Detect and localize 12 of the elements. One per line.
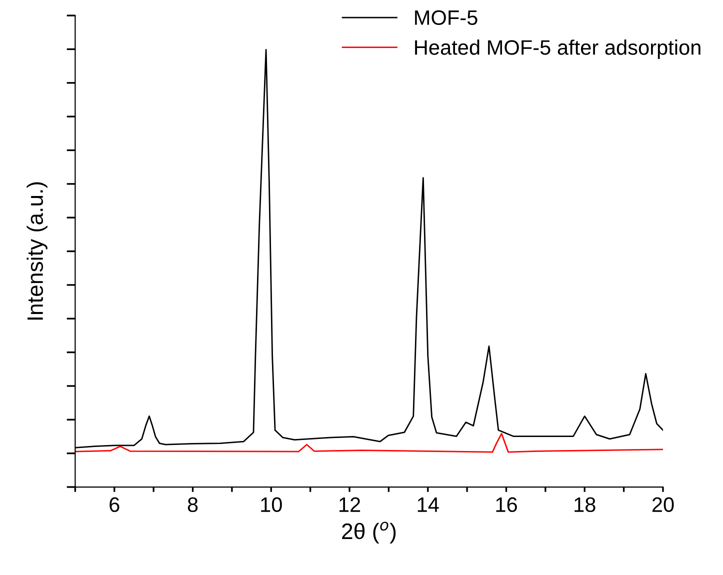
x-tick-label: 14 [418, 498, 439, 512]
legend-label: MOF-5 [415, 10, 478, 26]
x-tick-label: 10 [261, 497, 282, 512]
x-tick-label: 20 [652, 497, 674, 512]
x-tick-label: 8 [188, 497, 198, 512]
x-tick-label: 12 [340, 497, 360, 512]
x-tick-label: 18 [574, 497, 596, 512]
x-tick-label: 16 [496, 497, 517, 512]
x-tick-label: 6 [110, 497, 120, 512]
x-axis-title: 2θ ($^{o}$) [342, 522, 396, 544]
y-axis-title: Intensity (a.u.) [26, 182, 48, 320]
legend-label: Heated MOF-5 after adsorption [415, 40, 700, 59]
